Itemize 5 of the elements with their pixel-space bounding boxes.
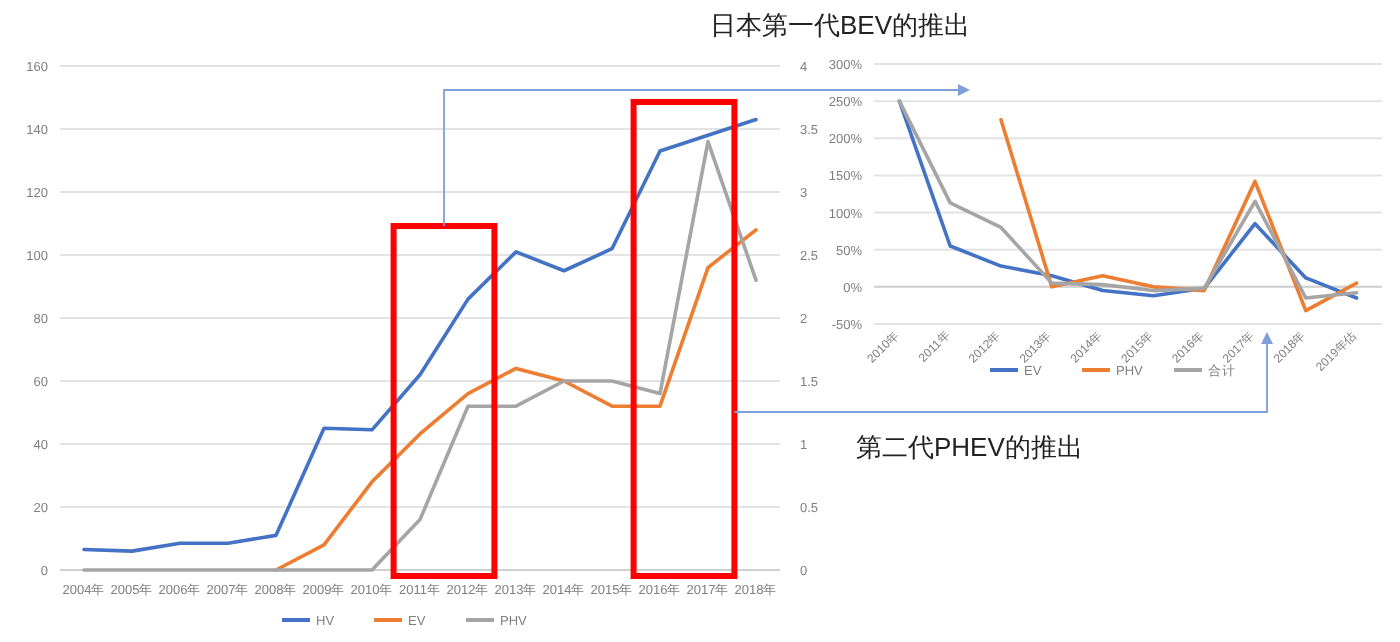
line-series	[274, 228, 758, 572]
line-series	[999, 117, 1359, 313]
text: 日本第一代BEV的推出	[709, 10, 971, 40]
line-series	[897, 99, 1359, 300]
text: 第二代PHEV的推出	[856, 432, 1083, 462]
